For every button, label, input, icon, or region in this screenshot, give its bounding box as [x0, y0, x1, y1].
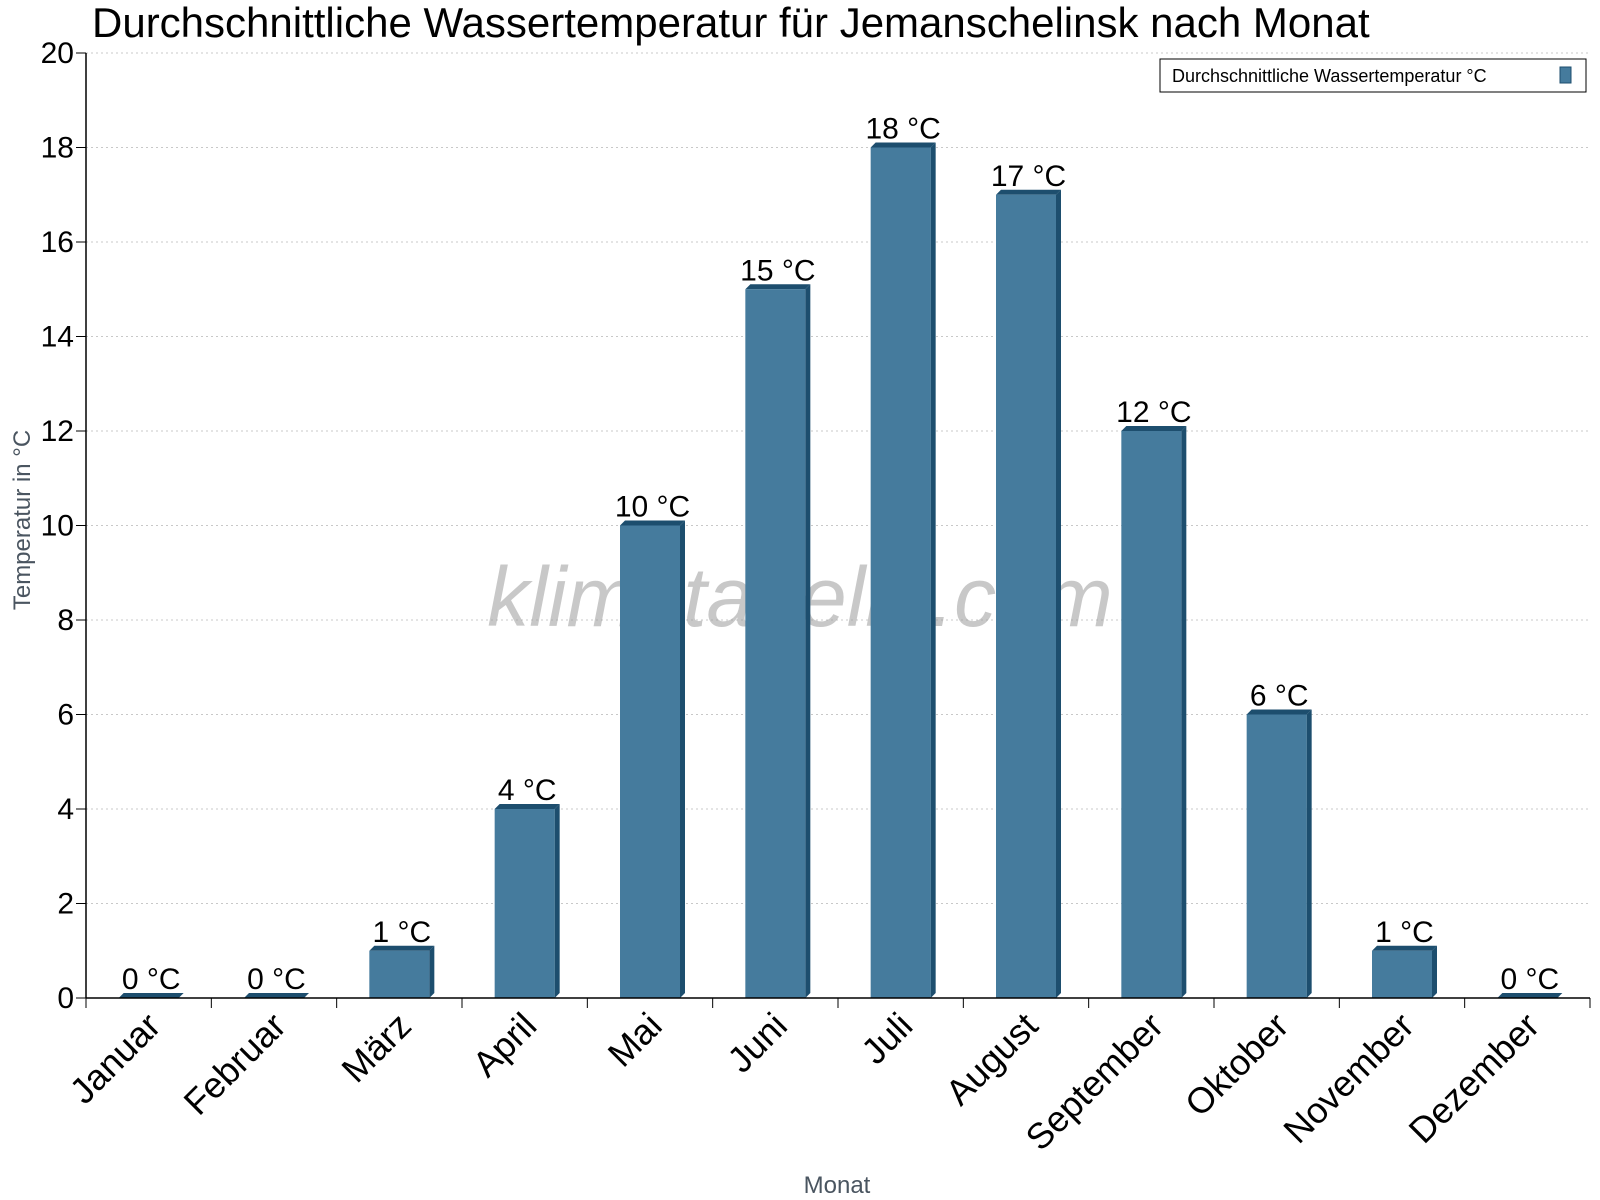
x-tick-label: Januar [61, 1005, 168, 1112]
bar-front [745, 289, 806, 998]
bar-top [870, 142, 936, 148]
legend: Durchschnittliche Wassertemperatur °C [1159, 58, 1587, 93]
bar [745, 284, 811, 998]
y-tick-label: 6 [57, 699, 74, 732]
bar-top [1121, 426, 1187, 431]
bar [369, 945, 435, 998]
bar-side [1181, 426, 1187, 998]
y-tick-label: 12 [41, 415, 74, 448]
bar-side [930, 142, 936, 998]
x-tick-label: März [333, 1005, 419, 1091]
y-axis-title: Temperatur in °C [9, 430, 36, 610]
x-tick-label: August [937, 1005, 1045, 1113]
bar [620, 520, 685, 998]
bar-top [244, 993, 309, 998]
x-tick-label: November [1275, 1005, 1421, 1151]
bar-side [1306, 709, 1312, 998]
bar-front [996, 194, 1056, 998]
data-label: 17 °C [991, 160, 1066, 193]
y-tick-label: 0 [57, 982, 74, 1015]
bar-top [494, 804, 560, 809]
bar-top [745, 284, 811, 290]
bar-top [1372, 945, 1437, 951]
y-tick-label: 4 [57, 793, 74, 826]
data-label: 6 °C [1250, 680, 1309, 713]
x-tick-label: Mai [600, 1005, 670, 1075]
bar [1246, 709, 1312, 998]
y-tick-label: 16 [41, 226, 74, 259]
y-tick-label: 18 [41, 132, 74, 165]
legend-swatch [1559, 66, 1572, 84]
x-tick-label: September [1017, 1005, 1171, 1159]
bar-top [369, 945, 435, 951]
bar-front [369, 950, 430, 998]
bar-front [1372, 950, 1432, 998]
bar-front [494, 809, 555, 998]
data-label: 10 °C [615, 491, 690, 524]
bar-series: 0 °C 0 °C 1 °C 4 °C 10 °C 15 °C 18 °C 17 °C 12 °… [118, 113, 1563, 998]
bar-front [620, 525, 680, 998]
y-tick-label: 14 [41, 321, 74, 354]
data-label: 1 °C [372, 916, 431, 949]
bar-side [1056, 189, 1061, 998]
x-tick-label: Juni [719, 1005, 795, 1081]
bar-side [1432, 945, 1437, 998]
y-tick-label: 10 [41, 510, 74, 543]
bar-top [996, 189, 1061, 195]
data-label: 4 °C [498, 774, 557, 807]
legend-box [1159, 58, 1587, 93]
bar [494, 804, 560, 998]
bar [118, 993, 184, 998]
bar [870, 142, 936, 998]
x-tick-label: April [464, 1005, 544, 1085]
y-axis-ticks: 0 2 4 6 8 10 12 14 16 18 20 [41, 37, 86, 1015]
data-label: 0 °C [247, 963, 306, 996]
bar-front [870, 147, 931, 998]
x-axis-title: Monat [804, 1172, 871, 1199]
bar [996, 189, 1061, 998]
bar [1497, 993, 1563, 998]
bar [244, 993, 309, 998]
bar-top [620, 520, 685, 526]
data-label: 0 °C [122, 963, 181, 996]
data-label: 0 °C [1500, 963, 1559, 996]
x-tick-label: Oktober [1177, 1005, 1297, 1125]
bar-side [805, 284, 811, 998]
y-tick-label: 2 [57, 888, 74, 921]
data-label: 18 °C [865, 113, 940, 146]
grid-lines [86, 52, 1590, 904]
bar-top [118, 993, 184, 998]
data-label: 12 °C [1116, 396, 1191, 429]
x-tick-label: Dezember [1401, 1005, 1547, 1151]
x-tick-label: Juli [853, 1005, 920, 1072]
bar-top [1497, 993, 1563, 998]
y-tick-label: 20 [41, 37, 74, 70]
y-tick-label: 8 [57, 604, 74, 637]
bar-side [554, 804, 560, 998]
chart-title: Durchschnittliche Wassertemperatur für J… [92, 0, 1370, 46]
bar-front [1121, 431, 1182, 998]
data-label: 1 °C [1375, 916, 1434, 949]
bar-side [680, 520, 685, 998]
bar-top [1246, 709, 1312, 715]
bar-side [429, 945, 435, 998]
legend-label: Durchschnittliche Wassertemperatur °C [1172, 66, 1487, 86]
bar [1372, 945, 1437, 998]
bar-front [1246, 714, 1307, 998]
data-label: 15 °C [740, 254, 815, 287]
x-tick-label: Februar [176, 1005, 294, 1123]
bar [1121, 426, 1187, 998]
x-axis-ticks: Januar Februar März April Mai Juni Juli AugustS… [61, 998, 1591, 1159]
